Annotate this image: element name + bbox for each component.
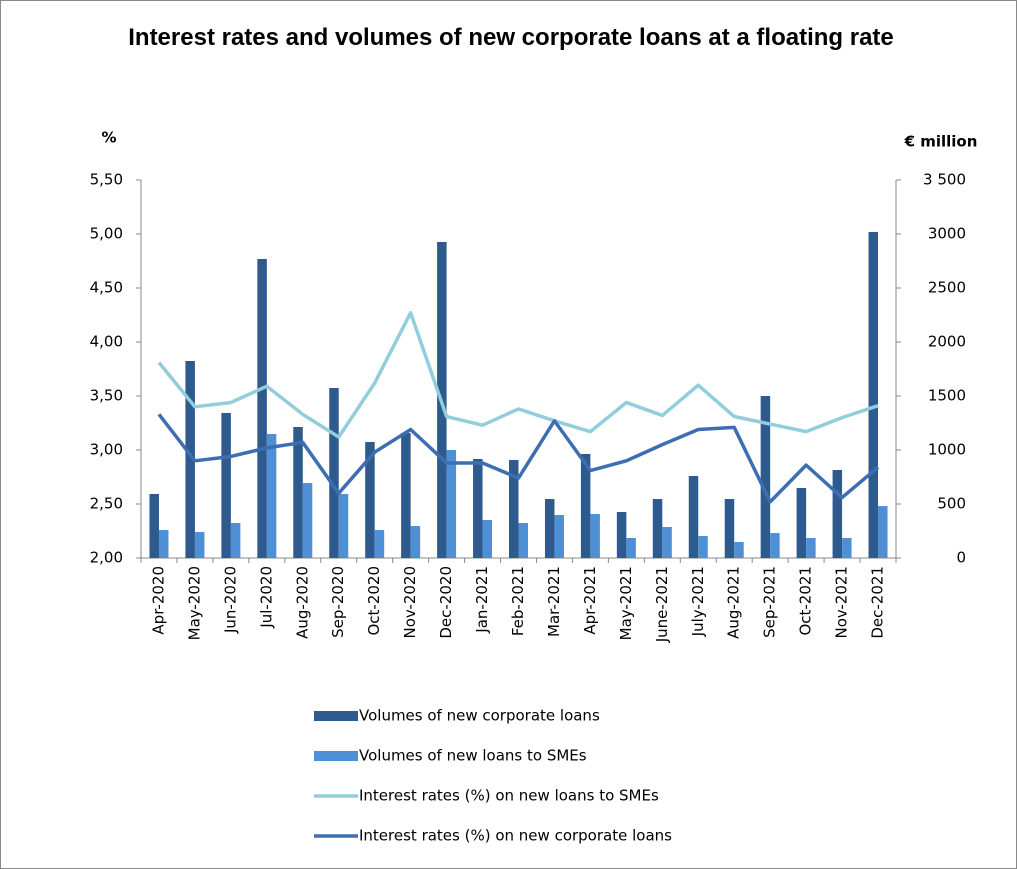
bar bbox=[842, 538, 852, 558]
y2-tick-label: 500 bbox=[937, 495, 966, 513]
bar bbox=[185, 361, 195, 558]
legend-swatch bbox=[314, 751, 358, 761]
bar bbox=[158, 530, 169, 558]
bar bbox=[149, 493, 159, 558]
bar bbox=[724, 499, 735, 558]
legend-label: Volumes of new corporate loans bbox=[359, 707, 600, 725]
y-tick-label: 3,50 bbox=[90, 387, 123, 405]
y2-tick-label: 0 bbox=[956, 549, 966, 567]
x-tick-label: Jan-2021 bbox=[473, 566, 491, 634]
y-tick-label: 4,00 bbox=[90, 333, 123, 351]
x-tick-label: Aug-2020 bbox=[293, 566, 311, 639]
bar bbox=[509, 460, 519, 558]
legend-label: Interest rates (%) on new loans to SMEs bbox=[359, 787, 659, 805]
x-tick-label: Aug-2021 bbox=[725, 566, 743, 639]
bar bbox=[698, 535, 708, 558]
bar bbox=[580, 453, 591, 558]
legend-swatch bbox=[314, 711, 358, 721]
y2-tick-label: 3000 bbox=[928, 225, 966, 243]
y-tick-label: 5,00 bbox=[90, 225, 123, 243]
x-tick-label: Apr-2020 bbox=[149, 566, 167, 635]
x-tick-label: Oct-2021 bbox=[797, 566, 815, 636]
y-tick-label: 4,50 bbox=[90, 279, 123, 297]
bar bbox=[401, 433, 411, 558]
bar bbox=[626, 538, 636, 558]
legend-label: Volumes of new loans to SMEs bbox=[359, 747, 587, 765]
bar bbox=[194, 531, 205, 558]
x-tick-label: Oct-2020 bbox=[365, 566, 383, 636]
bar bbox=[221, 412, 231, 558]
bar bbox=[878, 506, 888, 558]
line bbox=[157, 413, 880, 504]
x-tick-label: Feb-2021 bbox=[509, 566, 527, 636]
bar bbox=[446, 450, 457, 558]
x-tick-label: Nov-2020 bbox=[401, 566, 419, 638]
x-tick-label: May-2021 bbox=[617, 566, 635, 640]
bar bbox=[796, 488, 807, 558]
x-tick-label: Jun-2020 bbox=[221, 566, 239, 634]
chart-title: Interest rates and volumes of new corpor… bbox=[128, 24, 894, 51]
x-tick-label: Apr-2021 bbox=[581, 566, 599, 635]
bar bbox=[482, 519, 493, 558]
bar bbox=[374, 530, 385, 558]
bar bbox=[410, 526, 421, 558]
bar bbox=[293, 426, 303, 558]
bar bbox=[652, 499, 663, 558]
y2-tick-label: 1500 bbox=[928, 387, 966, 405]
x-tick-label: June-2021 bbox=[653, 566, 671, 643]
x-tick-label: Dec-2020 bbox=[437, 566, 455, 639]
x-tick-label: Mar-2021 bbox=[545, 566, 563, 637]
bar bbox=[590, 514, 600, 558]
bar bbox=[329, 388, 339, 558]
y2-axis-label: € million bbox=[904, 133, 978, 151]
x-tick-label: May-2020 bbox=[185, 566, 203, 640]
bar bbox=[365, 442, 375, 558]
x-tick-label: Sep-2021 bbox=[761, 566, 779, 638]
legend-label: Interest rates (%) on new corporate loan… bbox=[359, 827, 672, 845]
bar bbox=[760, 396, 771, 558]
bar bbox=[734, 542, 744, 558]
bar bbox=[473, 458, 483, 558]
bar bbox=[544, 499, 555, 558]
bar bbox=[257, 258, 267, 558]
y2-tick-label: 1000 bbox=[928, 441, 966, 459]
bar bbox=[266, 434, 277, 558]
bar bbox=[770, 533, 780, 558]
y2-tick-label: 2500 bbox=[928, 279, 966, 297]
bar bbox=[662, 527, 672, 558]
bar bbox=[688, 476, 699, 558]
x-tick-label: Dec-2021 bbox=[869, 566, 887, 639]
line bbox=[157, 311, 879, 439]
bar bbox=[518, 523, 528, 558]
bar bbox=[868, 231, 879, 558]
bar bbox=[616, 511, 627, 558]
bar bbox=[806, 538, 816, 558]
y-tick-label: 5,50 bbox=[90, 171, 123, 189]
bar bbox=[230, 523, 241, 558]
y-axis-label: % bbox=[101, 129, 116, 147]
y2-tick-label: 2000 bbox=[928, 333, 966, 351]
y-tick-label: 2,00 bbox=[90, 549, 123, 567]
x-tick-label: Sep-2020 bbox=[329, 566, 347, 638]
bar bbox=[554, 515, 564, 558]
bar bbox=[338, 493, 349, 558]
bar bbox=[302, 483, 313, 558]
y-tick-label: 3,00 bbox=[90, 441, 123, 459]
bar bbox=[832, 469, 843, 558]
x-tick-label: July-2021 bbox=[689, 566, 707, 637]
x-tick-label: Nov-2021 bbox=[833, 566, 851, 638]
y2-tick-label: 3 500 bbox=[923, 171, 966, 189]
x-tick-label: Jul-2020 bbox=[257, 566, 275, 629]
y-tick-label: 2,50 bbox=[90, 495, 123, 513]
